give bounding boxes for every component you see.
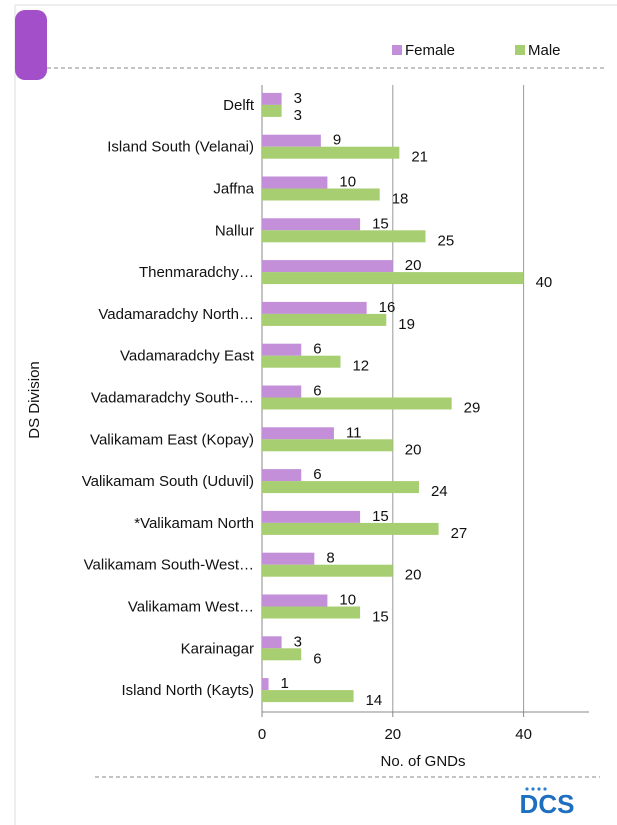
bar [262,176,328,189]
data-label: 1 [281,675,289,692]
legend-label: Male [528,42,561,59]
data-label: 6 [313,382,321,399]
bar [262,385,302,398]
data-label: 20 [405,567,422,584]
x-tick-label: 0 [258,726,266,743]
y-tick-label: Valikamam South (Uduvil) [82,473,254,490]
data-label: 29 [464,399,481,416]
bar [262,552,315,565]
y-tick-label: Nallur [215,222,254,239]
y-tick-label: Jaffna [213,180,254,197]
y-tick-label: Vadamaradchy North… [98,306,254,323]
data-label: 11 [346,424,362,441]
data-label: 14 [366,692,383,709]
y-axis-title: DS Division [26,361,43,439]
data-label: 10 [339,591,356,608]
y-tick-label: *Valikamam North [134,515,254,532]
data-label: 16 [379,299,396,316]
bar [262,564,393,577]
x-axis-title: No. of GNDs [380,753,465,770]
bar [262,678,269,691]
data-label: 6 [313,341,321,358]
bar [262,469,302,482]
bar [262,439,393,452]
data-label: 3 [294,633,302,650]
data-label: 12 [352,358,369,375]
data-label: 3 [294,90,302,107]
data-label: 40 [536,274,553,291]
data-label: 20 [405,441,422,458]
data-label: 21 [411,149,428,166]
data-label: 15 [372,215,389,232]
accent-tab [15,10,47,80]
bar [262,606,361,619]
bar [262,146,400,159]
bar [262,260,393,273]
bar [262,104,282,117]
x-tick-label: 20 [384,726,401,743]
bar [262,522,439,535]
data-label: 27 [451,525,468,542]
legend-label: Female [405,42,455,59]
data-label: 10 [339,173,356,190]
y-tick-label: Valikamam West… [128,598,254,615]
bar [262,481,419,494]
bar [262,301,367,314]
bar [262,92,282,105]
data-label: 15 [372,608,389,625]
bar [262,690,354,703]
data-label: 6 [313,466,321,483]
data-label: 6 [313,650,321,667]
y-tick-label: Valikamam South-West… [84,557,254,574]
bar [262,134,321,147]
logo-text: DCS [520,789,575,819]
data-label: 15 [372,508,389,525]
data-label: 25 [438,232,455,249]
y-tick-label: Karainagar [181,640,254,657]
bar [262,397,452,410]
data-label: 8 [326,550,334,567]
logo: DCS [520,787,575,819]
bar [262,594,328,607]
bar [262,272,524,285]
y-tick-label: Delft [223,97,255,114]
y-tick-label: Island South (Velanai) [107,139,254,156]
bar [262,313,387,326]
data-label: 19 [398,316,415,333]
legend-swatch [392,45,402,55]
y-tick-label: Island North (Kayts) [121,682,254,699]
bar [262,427,334,440]
bar [262,355,341,368]
legend-swatch [515,45,525,55]
y-tick-label: Vadamaradchy East [120,348,255,365]
bar [262,648,302,661]
data-label: 18 [392,190,409,207]
bar [262,188,380,201]
bar [262,636,282,649]
x-tick-label: 40 [515,726,532,743]
data-label: 9 [333,132,341,149]
bar [262,230,426,243]
y-tick-label: Thenmaradchy… [139,264,254,281]
bar [262,510,361,523]
data-label: 20 [405,257,422,274]
bar [262,218,361,231]
bar [262,343,302,356]
data-label: 3 [294,107,302,124]
y-tick-label: Vadamaradchy South-… [91,389,254,406]
y-tick-label: Valikamam East (Kopay) [90,431,254,448]
data-label: 24 [431,483,448,500]
